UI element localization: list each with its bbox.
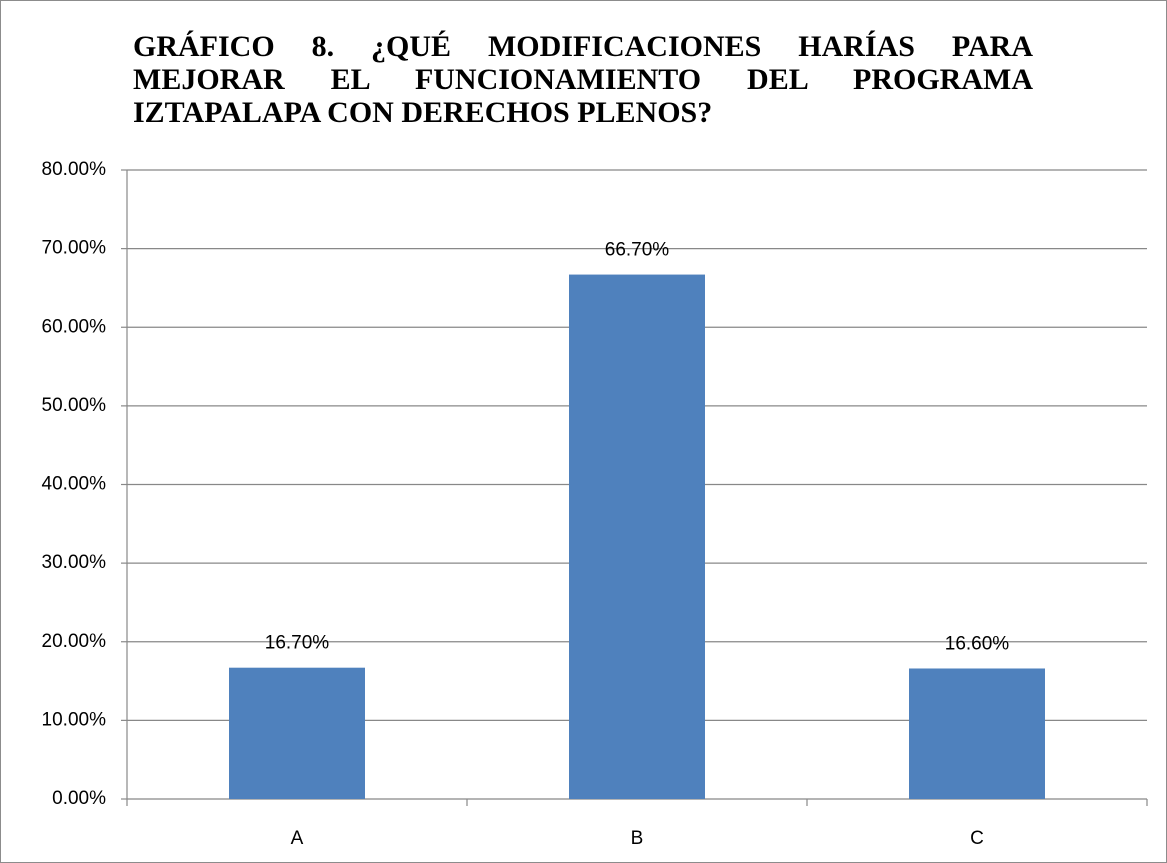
x-tick-label: A — [291, 828, 304, 849]
data-label: 66.70% — [605, 240, 670, 261]
bar — [569, 274, 705, 799]
bar — [229, 667, 365, 799]
data-label: 16.70% — [265, 633, 330, 654]
y-tick-label: 80.00% — [42, 159, 107, 180]
x-tick-label: B — [631, 828, 644, 849]
y-tick-label: 0.00% — [52, 788, 106, 809]
y-tick-label: 20.00% — [42, 631, 107, 652]
chart-title: GRÁFICO 8. ¿QUÉ MODIFICACIONES HARÍAS PA… — [133, 30, 1033, 129]
y-tick-label: 30.00% — [42, 552, 107, 573]
x-tick-label: C — [970, 828, 984, 849]
y-tick-label: 40.00% — [42, 474, 107, 495]
y-tick-label: 10.00% — [42, 709, 107, 730]
y-tick-label: 50.00% — [42, 395, 107, 416]
data-label: 16.60% — [945, 633, 1010, 654]
y-tick-label: 70.00% — [42, 238, 107, 259]
bar — [909, 668, 1045, 799]
y-tick-label: 60.00% — [42, 316, 107, 337]
